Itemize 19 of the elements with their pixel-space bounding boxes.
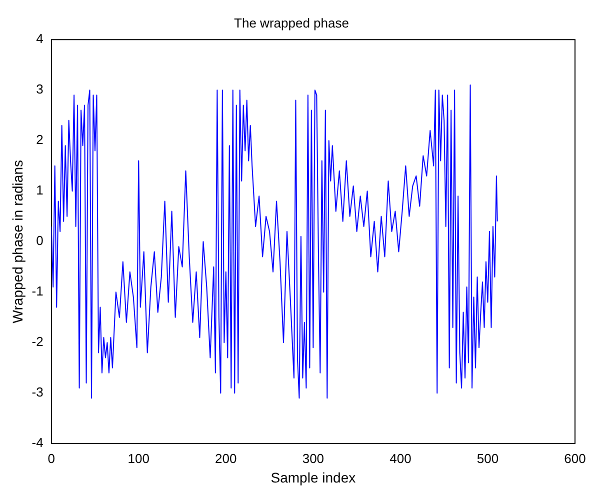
chart-title: The wrapped phase <box>234 15 349 30</box>
x-tick-label: 0 <box>48 450 55 466</box>
y-tick-label: -1 <box>32 284 44 299</box>
y-tick-label: -2 <box>32 334 44 350</box>
x-tick-label: 100 <box>128 450 150 466</box>
y-tick-label: 0 <box>36 233 44 248</box>
y-tick-label: -3 <box>32 384 44 400</box>
x-tick-label: 600 <box>564 450 586 466</box>
x-tick-label: 400 <box>390 450 412 466</box>
y-tick-label: 4 <box>36 31 44 46</box>
y-axis-title: Wrapped phase in radians <box>9 160 26 324</box>
y-tick-label: -4 <box>32 435 44 450</box>
y-tick-label: 3 <box>36 82 44 97</box>
x-tick-label: 200 <box>215 450 237 466</box>
y-tick-label: 1 <box>36 182 44 198</box>
x-tick-label: 500 <box>476 450 499 466</box>
x-axis-title: Sample index <box>270 469 356 486</box>
x-tick-label: 300 <box>302 450 324 466</box>
y-tick-label: 2 <box>36 132 44 148</box>
